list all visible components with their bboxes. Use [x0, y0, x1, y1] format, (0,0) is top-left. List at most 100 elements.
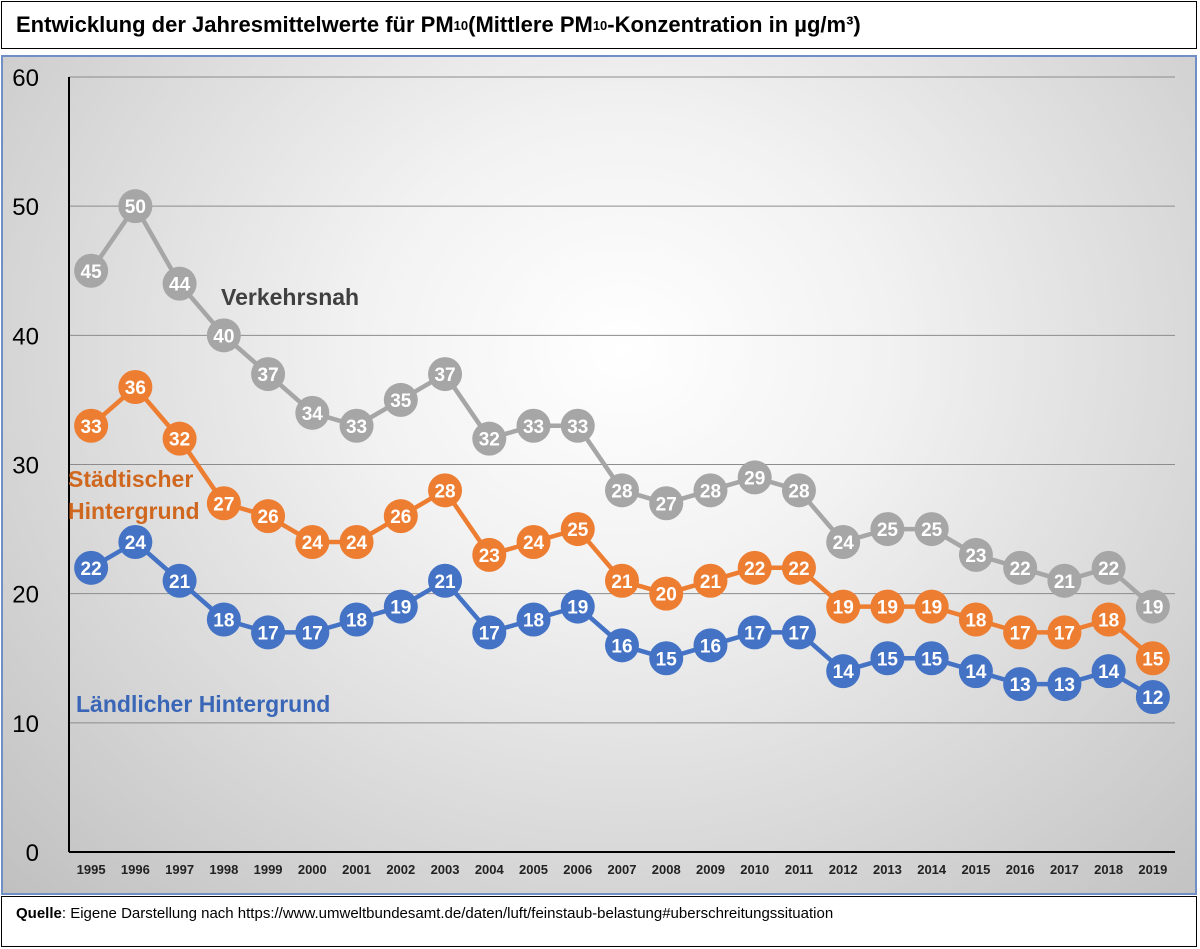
- data-point-traffic: [383, 382, 418, 417]
- title-subscript-2: 10: [592, 17, 608, 33]
- data-point-urban: [1135, 641, 1170, 676]
- title-part-3: -Konzentration in µg/m³): [607, 12, 861, 37]
- data-label-traffic: 28: [788, 481, 809, 502]
- data-label-urban: 25: [567, 520, 589, 541]
- data-point-urban: [1003, 615, 1038, 650]
- data-point-traffic: [781, 473, 816, 508]
- data-label-urban: 32: [169, 430, 190, 451]
- data-label-urban: 22: [744, 559, 765, 580]
- data-label-rural: 13: [1054, 675, 1075, 696]
- data-label-rural: 17: [744, 623, 765, 644]
- data-label-traffic: 33: [523, 417, 544, 438]
- data-point-traffic: [693, 473, 728, 508]
- data-point-rural: [162, 563, 197, 598]
- data-label-rural: 19: [390, 598, 411, 619]
- data-point-urban: [251, 499, 286, 534]
- data-point-urban: [472, 537, 507, 572]
- data-point-rural: [206, 602, 241, 637]
- data-label-traffic: 37: [434, 365, 455, 386]
- data-point-traffic: [870, 512, 905, 547]
- data-point-traffic: [958, 537, 993, 572]
- data-point-urban: [1047, 615, 1082, 650]
- data-label-urban: 24: [523, 533, 545, 554]
- data-point-urban: [74, 408, 109, 443]
- data-point-traffic: [516, 408, 551, 443]
- data-point-traffic: [295, 395, 330, 430]
- x-tick-label: 2009: [696, 862, 725, 877]
- x-tick-label: 1998: [209, 862, 238, 877]
- data-label-urban: 24: [346, 533, 368, 554]
- data-label-traffic: 32: [479, 430, 500, 451]
- data-point-urban: [516, 525, 551, 559]
- y-tick-label: 20: [12, 582, 39, 609]
- data-label-traffic: 27: [656, 494, 677, 515]
- data-point-urban: [870, 589, 905, 624]
- axes: 0 10 20 30 40 50 60 1995 1996 1997 1998 1999 2000 200…: [12, 65, 1175, 877]
- data-point-traffic: [472, 421, 507, 456]
- data-point-traffic: [605, 473, 639, 508]
- data-label-urban: 19: [877, 598, 898, 619]
- data-label-rural: 21: [434, 572, 456, 593]
- data-point-traffic: [428, 357, 463, 392]
- data-point-traffic: [560, 408, 595, 443]
- data-label-rural: 15: [921, 649, 943, 670]
- data-point-traffic: [74, 253, 109, 288]
- data-point-urban: [693, 563, 728, 598]
- x-tick-label: 2008: [652, 862, 681, 877]
- x-tick-label: 2016: [1006, 862, 1035, 877]
- x-tick-label: 2004: [475, 862, 505, 877]
- data-label-urban: 28: [434, 481, 455, 502]
- x-tick-label: 2019: [1138, 862, 1167, 877]
- grid-lines: [69, 76, 1175, 724]
- series-line-traffic: [89, 203, 1155, 609]
- data-label-urban: 21: [611, 572, 633, 593]
- data-point-urban: [781, 550, 816, 585]
- x-tick-label: 2013: [873, 862, 902, 877]
- x-tick-label: 2003: [431, 862, 460, 877]
- data-point-rural: [339, 602, 374, 637]
- data-point-rural: [1047, 667, 1082, 702]
- x-tick-label: 1997: [165, 862, 194, 877]
- data-label-rural: 18: [523, 611, 544, 632]
- data-label-traffic: 25: [877, 520, 899, 541]
- data-point-urban: [118, 370, 153, 404]
- title-subscript-1: 10: [453, 17, 469, 33]
- data-point-urban: [162, 421, 197, 456]
- data-label-rural: 22: [81, 559, 102, 580]
- data-point-traffic: [826, 525, 861, 559]
- data-label-urban: 20: [656, 585, 677, 606]
- data-point-urban: [605, 563, 639, 598]
- data-point-urban: [383, 499, 418, 534]
- data-point-urban: [339, 525, 374, 559]
- series-lines: [89, 203, 1155, 699]
- chart-area: 0 10 20 30 40 50 60 1995 1996 1997 1998 1999 2000 200…: [1, 55, 1197, 895]
- x-tick-label: 1995: [77, 862, 106, 877]
- data-point-urban: [914, 589, 949, 624]
- line-chart: 0 10 20 30 40 50 60 1995 1996 1997 1998 1999 2000 200…: [12, 65, 1175, 877]
- data-label-rural: 18: [346, 611, 367, 632]
- x-tick-label: 2012: [829, 862, 858, 877]
- data-label-traffic: 34: [302, 404, 324, 425]
- x-tick-label: 2018: [1094, 862, 1123, 877]
- data-label-rural: 13: [1010, 675, 1031, 696]
- data-point-traffic: [1047, 563, 1082, 598]
- data-point-urban: [737, 550, 772, 585]
- data-point-rural: [428, 563, 463, 598]
- data-point-rural: [74, 550, 109, 585]
- series-line-urban: [89, 384, 1155, 660]
- series-label-rural: Ländlicher Hintergrund: [76, 691, 330, 717]
- data-label-traffic: 22: [1010, 559, 1031, 580]
- data-label-urban: 21: [700, 572, 722, 593]
- data-point-rural: [649, 641, 684, 676]
- chart-title: Entwicklung der Jahresmittelwerte für PM…: [1, 1, 1197, 49]
- data-point-rural: [251, 615, 286, 650]
- title-part-1: Entwicklung der Jahresmittelwerte für PM: [16, 12, 454, 37]
- data-label-rural: 17: [479, 623, 500, 644]
- data-point-urban: [958, 602, 993, 637]
- data-label-urban: 17: [1010, 623, 1031, 644]
- data-label-rural: 21: [169, 572, 191, 593]
- y-tick-label: 0: [26, 840, 39, 867]
- data-label-traffic: 33: [567, 417, 588, 438]
- x-tick-label: 2015: [961, 862, 990, 877]
- x-tick-label: 2006: [563, 862, 592, 877]
